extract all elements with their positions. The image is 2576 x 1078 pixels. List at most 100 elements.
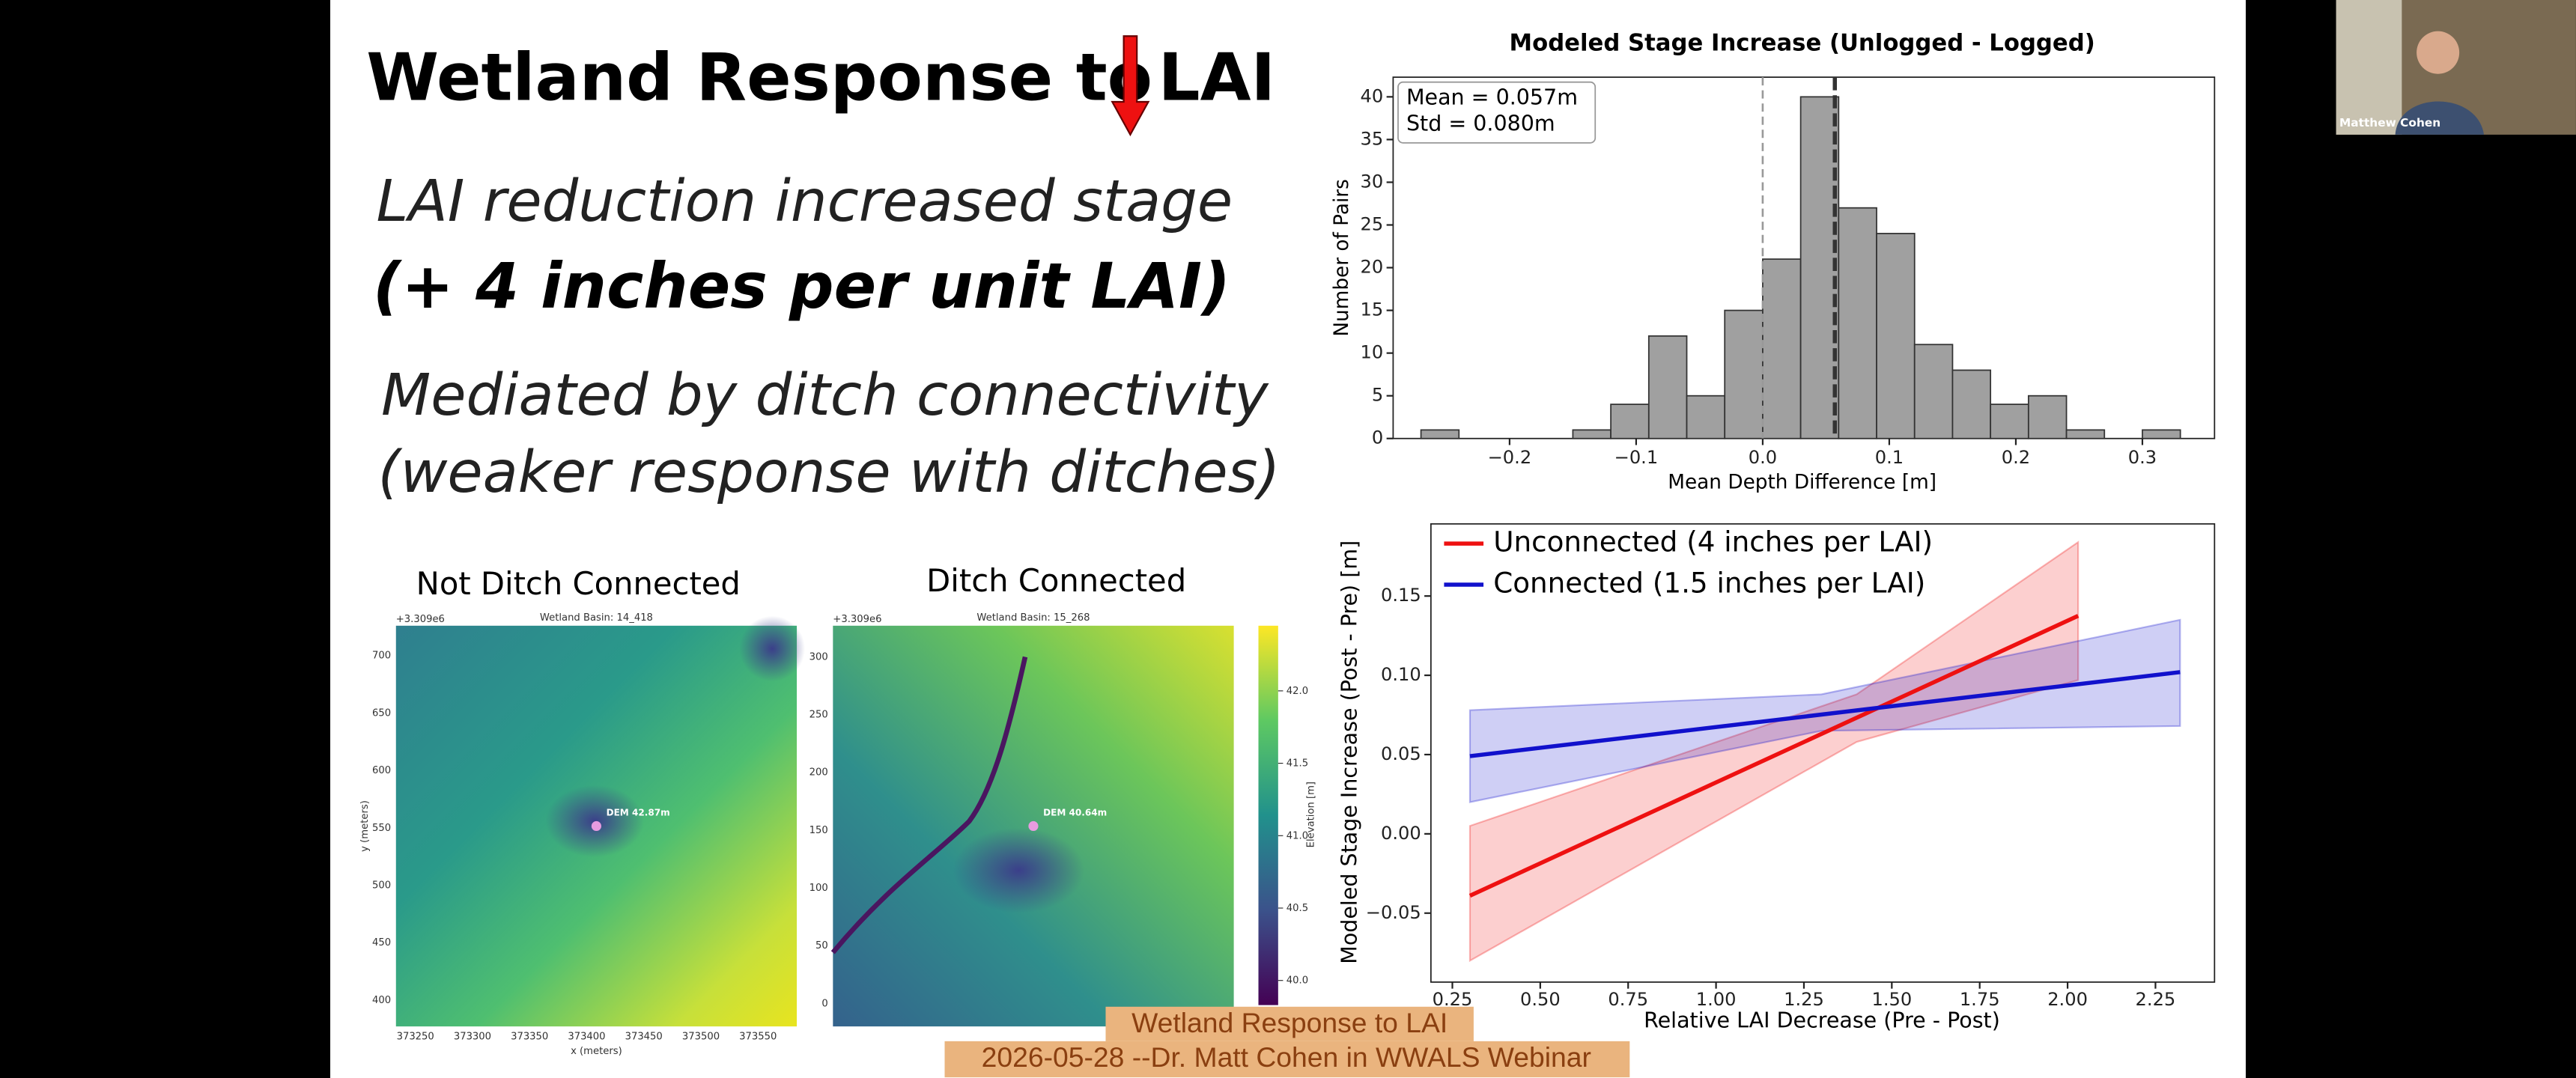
caption-line: Wetland Response to LAI [1131,1007,1448,1038]
colorbar-tick-label: 41.5 [1287,758,1308,770]
bar [2142,429,2181,439]
bar [1686,395,1726,439]
bar [1724,309,1764,439]
y-tick-label: 5 [1372,385,1383,406]
map-heading: Not Ditch Connected [416,565,741,602]
x-tick-label: 2.25 [2136,989,2176,1010]
bar [1990,404,2029,439]
colorbar-tick-label: 41.0 [1287,830,1308,841]
x-tick-label: 2.00 [2047,989,2088,1010]
colorbar-tick-label: 42.0 [1287,686,1308,697]
x-tick-label: 0.3 [2128,447,2157,468]
wetland-depression [545,785,645,858]
x-tick-label: 1.75 [1960,989,2000,1010]
x-axis-label: Mean Depth Difference [m] [1668,471,1936,493]
x-tick-label: 1.50 [1871,989,1912,1010]
bullet-bold: (+ 4 inches per unit LAI) [373,250,1230,323]
x-tick-label: 0.2 [2002,447,2030,468]
x-tick-label: 0.75 [1608,989,1648,1010]
y-tick-label: 0 [1372,427,1383,448]
y-tick-label: 10 [1361,342,1384,363]
bullet: LAI reduction increased stage [376,168,1233,235]
map-y-tick-label: 600 [372,765,391,776]
map-title: Wetland Basin: 15_268 [976,612,1090,624]
map-y-tick-label: 450 [372,937,391,948]
y-axis-label: Modeled Stage Increase (Post - Pre) [m] [1337,540,1361,964]
bar [1610,404,1650,439]
y-axis-label: Number of Pairs [1331,179,1353,336]
x-tick-label: 0.0 [1749,447,1777,468]
colorbar-tick-label: 40.5 [1287,903,1308,914]
map-y-tick-label: 200 [809,767,828,779]
map-xlabel: x (meters) [571,1046,622,1057]
video-wall [2336,0,2402,135]
caption-bg [1105,1006,1474,1041]
y-tick-label: 0.05 [1381,743,1421,764]
bar [1838,207,1877,439]
legend-label: Connected (1.5 inches per LAI) [1493,566,1925,599]
slide-title: Wetland Response to [366,40,1152,116]
y-tick-label: 25 [1361,213,1384,234]
x-tick-label: 1.00 [1696,989,1737,1010]
map-x-tick-label: 373450 [625,1031,663,1042]
dem-label: DEM 42.87m [607,807,670,817]
x-tick-label: −0.1 [1614,447,1659,468]
map-y-tick-label: 700 [372,651,391,662]
bar [1572,429,1611,439]
dem-point [1028,820,1039,832]
annotation: Mean = 0.057m [1406,85,1578,110]
map-y-tick-label: 650 [372,707,391,719]
map-y-tick-label: 400 [372,995,391,1006]
x-tick-label: 0.50 [1520,989,1561,1010]
map-heading: Ditch Connected [926,562,1186,599]
annotation-box [1397,81,1597,144]
caption-line: 2026-05-28 --Dr. Matt Cohen in WWALS Web… [982,1041,1591,1073]
participant-head [2416,31,2460,74]
map-y-tick-label: 500 [372,880,391,891]
wetland-depression [953,827,1084,913]
map-x-tick-label: 373400 [568,1031,605,1042]
map-x-tick-label: 373550 [739,1031,777,1042]
y-tick-label: 20 [1361,257,1384,278]
x-tick-label: 0.25 [1433,989,1473,1010]
bullet: (weaker response with ditches) [378,439,1281,506]
y-tick-label: 35 [1361,128,1384,149]
annotation: Std = 0.080m [1406,112,1555,136]
x-tick-label: 0.1 [1875,447,1904,468]
trend-line [1468,614,2080,898]
map-x-tick-label: 373350 [511,1031,548,1042]
x-tick-label: 1.25 [1784,989,1824,1010]
bar [1799,96,1840,439]
map-offset: +3.309e6 [833,614,881,625]
map-y-tick-label: 300 [809,651,828,663]
y-tick-label: 0.15 [1381,585,1421,606]
slide-title-lai: LAI [1158,40,1275,116]
bar [1913,344,1954,439]
x-axis-label: Relative LAI Decrease (Pre - Post) [1644,1008,2000,1033]
map-x-tick-label: 373500 [682,1031,720,1042]
down-arrow [1111,35,1150,137]
dem-label: DEM 40.64m [1043,807,1107,817]
y-tick-label: 0.00 [1381,823,1421,844]
map-y-tick-label: 550 [372,823,391,834]
map-y-tick-label: 100 [809,883,828,894]
y-tick-label: 40 [1361,85,1384,106]
bar [1420,429,1460,439]
map-ylabel: y (meters) [359,800,371,852]
y-tick-label: 15 [1361,299,1384,320]
colorbar-tick-label: 40.0 [1287,975,1308,987]
participant-body [2395,101,2485,135]
trend-line [1469,670,2181,758]
bar [2065,429,2106,439]
dem-point [591,820,601,832]
colorbar [1258,625,1278,1005]
y-tick-label: 30 [1361,171,1384,192]
map-offset: +3.309e6 [396,614,445,625]
legend-label: Unconnected (4 inches per LAI) [1493,526,1933,558]
colorbar-label: Elevation [m] [1306,782,1317,847]
bullet: Mediated by ditch connectivity [381,362,1269,429]
x-tick-label: −0.2 [1488,447,1532,468]
plot-area [1430,523,2216,983]
